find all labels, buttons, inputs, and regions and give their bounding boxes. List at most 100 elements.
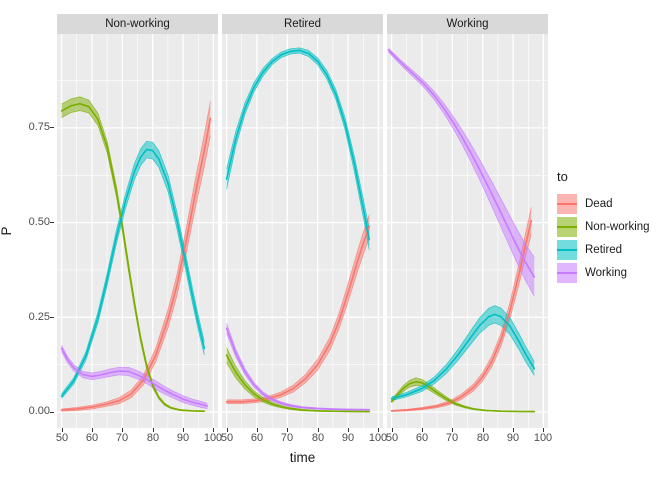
nonworking-line (60, 102, 206, 412)
legend-key-line (557, 202, 577, 205)
facet-canvas (222, 32, 383, 428)
x-tick-label: 70 (445, 432, 459, 444)
nonworking-line (225, 354, 371, 413)
x-tick-mark (543, 428, 544, 432)
x-tick-mark (153, 428, 154, 432)
y-tick-mark (50, 222, 54, 223)
x-tick-label: 70 (280, 432, 294, 444)
facet-panel-retired (222, 32, 383, 428)
retired-ribbon-edge (226, 52, 370, 250)
legend-key-dead (557, 193, 577, 214)
facet-panel-working (387, 32, 548, 428)
dead-line (60, 117, 212, 411)
nonworking-line (390, 380, 536, 413)
dead-line (225, 225, 371, 403)
retired-ribbon-edge (226, 47, 370, 230)
x-tick-label: 50 (55, 432, 69, 444)
working-ribbon (388, 48, 535, 297)
retired-line (225, 49, 371, 241)
x-tick-mark (318, 428, 319, 432)
x-tick-label: 90 (341, 432, 355, 444)
retired-line (60, 148, 206, 397)
working-ribbon-edge (388, 47, 535, 258)
x-tick-label: 100 (368, 432, 388, 444)
x-tick-mark (257, 428, 258, 432)
legend-entry-retired: Retired (557, 238, 669, 261)
x-tick-mark (122, 428, 123, 432)
x-tick-label: 80 (476, 432, 490, 444)
working-line (60, 347, 209, 407)
x-tick-label: 80 (146, 432, 160, 444)
working-ribbon-edge (61, 351, 208, 409)
legend-label: Dead (585, 197, 613, 210)
dead-ribbon-edge (226, 237, 370, 405)
facet-strip-retired: Retired (222, 14, 383, 34)
x-tick-mark (287, 428, 288, 432)
x-tick-label: 50 (220, 432, 234, 444)
x-tick-mark (392, 428, 393, 432)
x-tick-mark (452, 428, 453, 432)
dead-ribbon (226, 214, 370, 404)
x-tick-mark (213, 428, 214, 432)
y-tick-label: 0.50 (28, 216, 50, 228)
retired-ribbon (391, 305, 535, 401)
working-line (387, 49, 536, 278)
dead-ribbon-edge (61, 101, 211, 410)
x-tick-mark (483, 428, 484, 432)
y-axis-title: P (0, 226, 15, 236)
x-tick-label: 100 (533, 432, 553, 444)
retired-ribbon-edge (391, 322, 535, 401)
facet-strip-label: Non-working (105, 18, 170, 30)
working-ribbon-edge (61, 345, 208, 404)
legend-label: Non-working (585, 220, 650, 233)
x-tick-mark (422, 428, 423, 432)
legend-entry-nonworking: Non-working (557, 215, 669, 238)
retired-line (390, 313, 536, 400)
y-tick-mark (50, 317, 54, 318)
legend-key-line (557, 225, 577, 228)
x-tick-label: 70 (115, 432, 129, 444)
y-tick-mark (50, 412, 54, 413)
legend-title: to (557, 169, 568, 184)
x-tick-label: 50 (385, 432, 399, 444)
working-line (225, 327, 371, 411)
legend-entry-working: Working (557, 261, 669, 284)
y-tick-mark (50, 127, 54, 128)
legend-key-line (557, 271, 577, 274)
legend-label: Working (585, 266, 627, 279)
x-axis-title: time (289, 450, 316, 465)
dead-line (390, 219, 533, 412)
retired-ribbon-edge (391, 305, 535, 398)
facet-strip-label: Working (446, 18, 489, 30)
x-tick-mark (378, 428, 379, 432)
working-ribbon-edge (388, 51, 535, 297)
x-tick-mark (513, 428, 514, 432)
legend-key-nonworking (557, 216, 577, 237)
x-tick-mark (92, 428, 93, 432)
legend-entry-dead: Dead (557, 192, 669, 215)
facet-panel-nonworking (57, 32, 218, 428)
facet-strip-label: Retired (283, 18, 322, 30)
dead-ribbon-edge (391, 233, 532, 412)
x-tick-label: 60 (250, 432, 264, 444)
facet-strip-working: Working (387, 14, 548, 34)
facet-canvas (387, 32, 548, 428)
legend-key-retired (557, 239, 577, 260)
retired-ribbon-edge (61, 157, 205, 399)
x-tick-label: 60 (85, 432, 99, 444)
x-tick-label: 90 (176, 432, 190, 444)
legend-label: Retired (585, 243, 623, 256)
y-tick-label: 0.75 (28, 121, 50, 133)
y-tick-label: 0.25 (28, 311, 50, 323)
x-tick-mark (227, 428, 228, 432)
x-tick-mark (183, 428, 184, 432)
x-tick-mark (348, 428, 349, 432)
x-tick-mark (62, 428, 63, 432)
legend-key-working (557, 262, 577, 283)
y-tick-label: 0.00 (28, 405, 50, 417)
dead-ribbon-edge (391, 207, 532, 411)
x-tick-label: 90 (506, 432, 520, 444)
x-tick-label: 80 (311, 432, 325, 444)
x-tick-label: 100 (203, 432, 223, 444)
